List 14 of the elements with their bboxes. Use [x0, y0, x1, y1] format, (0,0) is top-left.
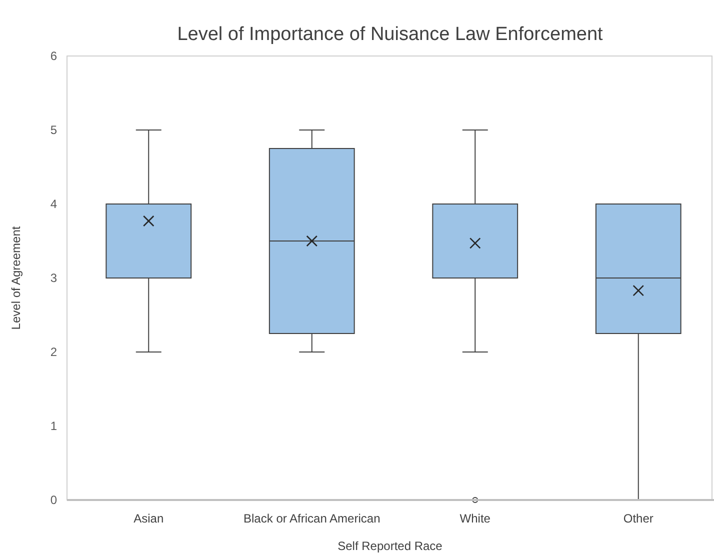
x-tick-label: Other: [623, 512, 654, 526]
x-tick-label: Black or African American: [244, 512, 380, 526]
y-tick-label: 0: [50, 492, 58, 507]
y-tick-label: 6: [50, 48, 58, 63]
y-tick-label: 2: [50, 344, 58, 359]
x-axis-title: Self Reported Race: [338, 539, 443, 553]
y-tick-label: 1: [50, 418, 58, 433]
y-tick-label: 4: [50, 196, 58, 211]
chart-title: Level of Importance of Nuisance Law Enforcement: [177, 24, 604, 45]
y-axis-title: Level of Agreement: [9, 226, 23, 330]
x-tick-label: Asian: [134, 512, 164, 526]
x-tick-label: White: [460, 512, 491, 526]
y-tick-label: 5: [50, 122, 58, 137]
y-tick-label: 3: [50, 270, 58, 285]
